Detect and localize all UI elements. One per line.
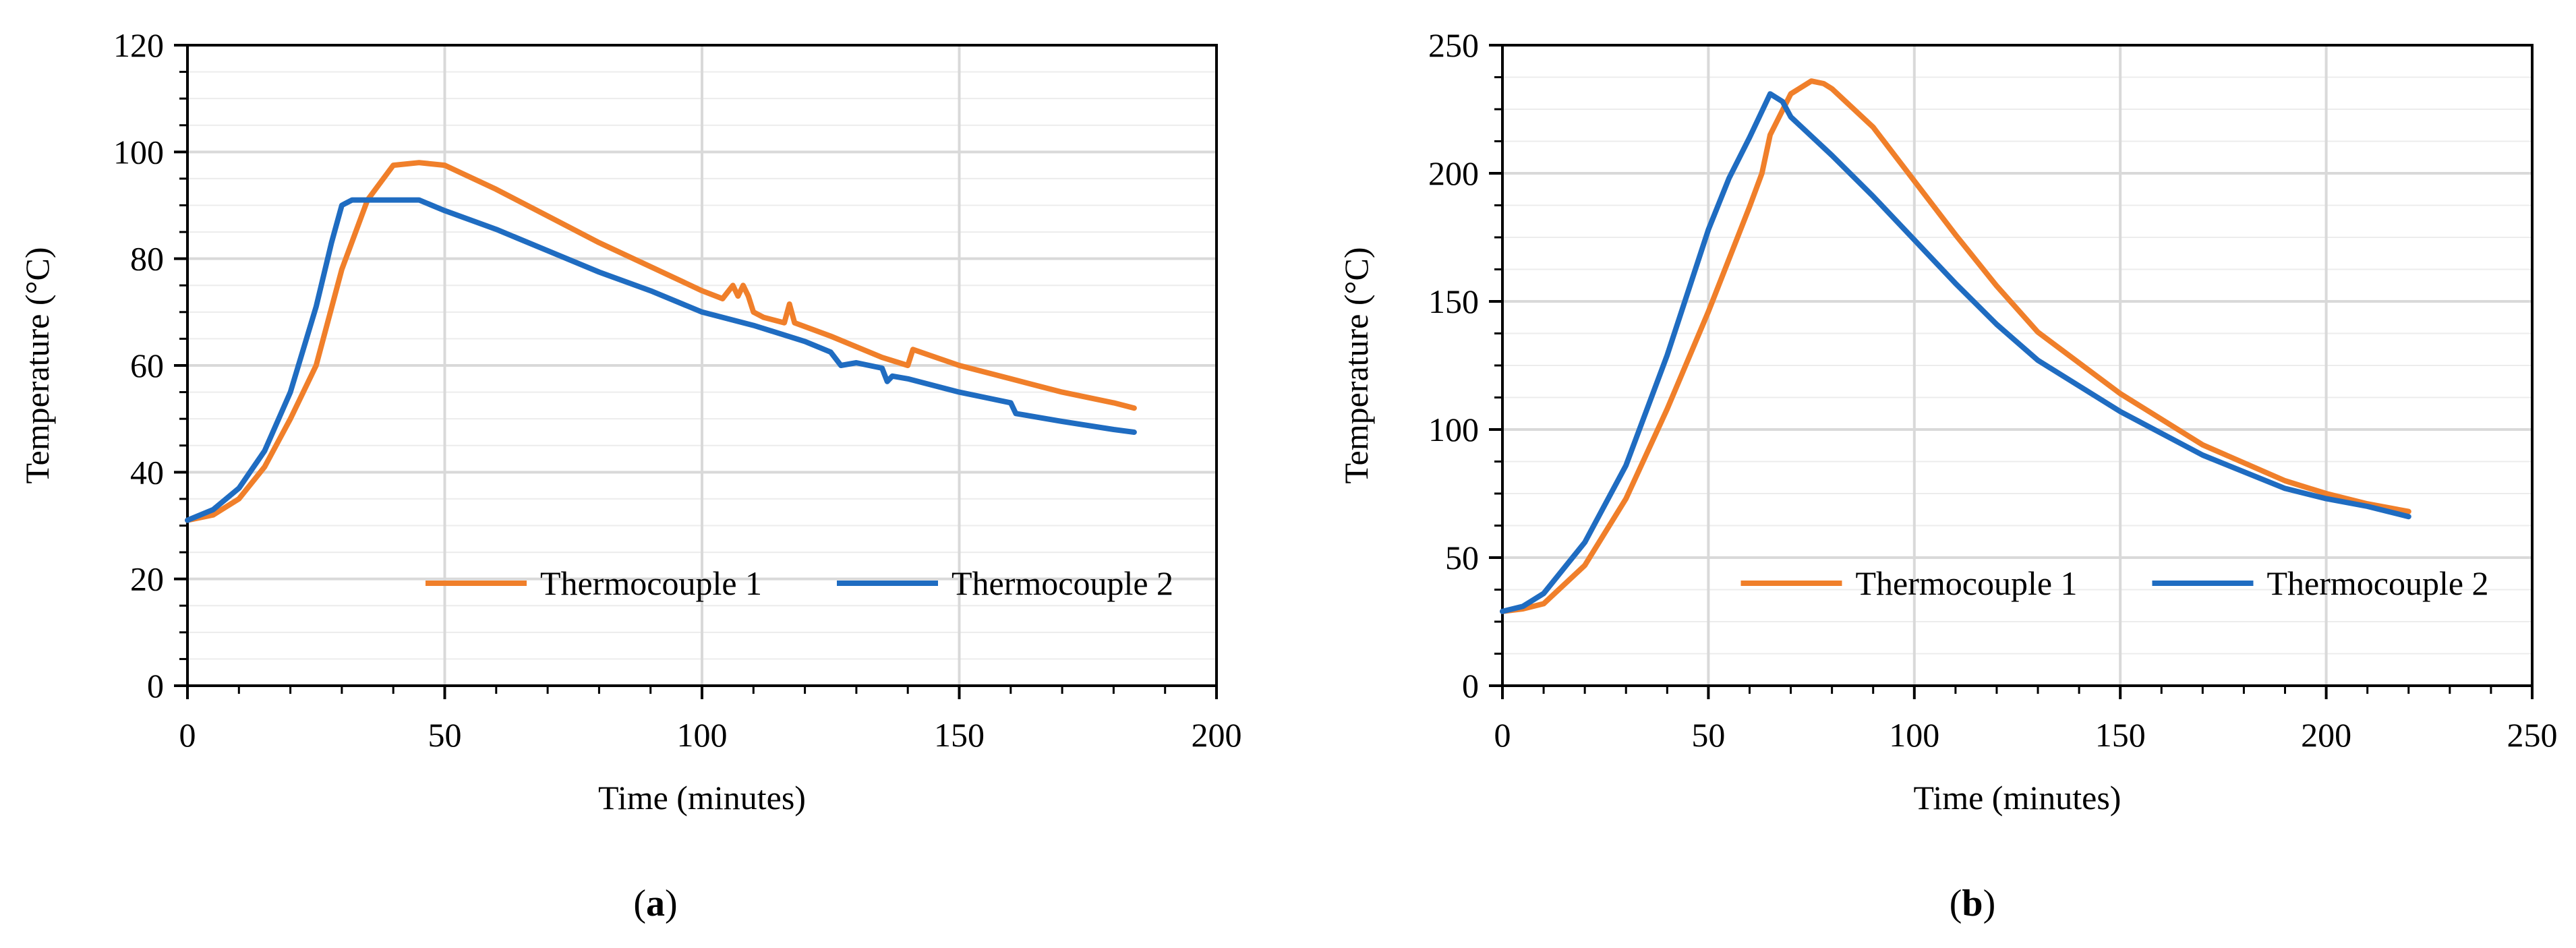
series-line-thermocouple-2 [1500, 91, 2411, 614]
y-tick-label: 40 [130, 453, 164, 491]
chart-panel-a: 0 50 100 150 200 0 20 40 60 80 100 120 Time (minutes… [18, 26, 1242, 924]
y-tick-label: 50 [1445, 539, 1479, 576]
y-tick-label: 80 [130, 240, 164, 278]
panel-caption: (a) [633, 883, 677, 924]
y-tick-label: 150 [1428, 283, 1479, 320]
legend-label: Thermocouple 2 [2267, 564, 2489, 602]
x-tick-label: 0 [1494, 716, 1511, 754]
caption-letter: a [646, 883, 665, 924]
caption-close-paren: ) [665, 883, 678, 924]
legend-label: Thermocouple 2 [952, 564, 1173, 602]
y-tick-label: 120 [113, 26, 164, 64]
panel-caption: (b) [1950, 883, 1995, 924]
y-tick-label: 0 [147, 667, 164, 705]
y-tick-label: 100 [113, 133, 164, 171]
y-tick-label: 0 [1462, 667, 1479, 705]
series-line-thermocouple-1 [185, 160, 1137, 523]
series-line-thermocouple-1 [1500, 78, 2411, 614]
caption-open-paren: ( [633, 883, 646, 924]
series-line-thermocouple-2 [185, 197, 1137, 523]
legend-label: Thermocouple 1 [540, 564, 762, 602]
y-tick-label: 100 [1428, 411, 1479, 448]
y-tick-label: 200 [1428, 154, 1479, 192]
x-tick-label: 250 [2507, 716, 2558, 754]
x-tick-label: 100 [677, 716, 728, 754]
x-tick-label: 200 [2301, 716, 2351, 754]
x-axis-label: Time (minutes) [598, 779, 806, 817]
x-tick-label: 150 [934, 716, 985, 754]
x-tick-label: 50 [428, 716, 462, 754]
x-tick-label: 0 [179, 716, 196, 754]
x-axis-label: Time (minutes) [1914, 779, 2121, 817]
chart-panel-b: 0 50 100 150 200 250 0 50 100 150 200 250 Time (minu… [1337, 26, 2558, 924]
legend-label: Thermocouple 1 [1856, 564, 2078, 602]
x-tick-label: 200 [1192, 716, 1242, 754]
x-tick-label: 100 [1889, 716, 1939, 754]
x-tick-label: 150 [2095, 716, 2146, 754]
y-axis-label: Temperature (°C) [1337, 247, 1375, 483]
caption-open-paren: ( [1950, 883, 1962, 924]
caption-close-paren: ) [1983, 883, 1996, 924]
x-tick-label: 50 [1691, 716, 1725, 754]
y-axis-label: Temperature (°C) [18, 247, 56, 483]
y-tick-label: 20 [130, 560, 164, 598]
y-tick-label: 250 [1428, 26, 1479, 64]
y-tick-label: 60 [130, 347, 164, 384]
caption-letter: b [1962, 883, 1983, 924]
